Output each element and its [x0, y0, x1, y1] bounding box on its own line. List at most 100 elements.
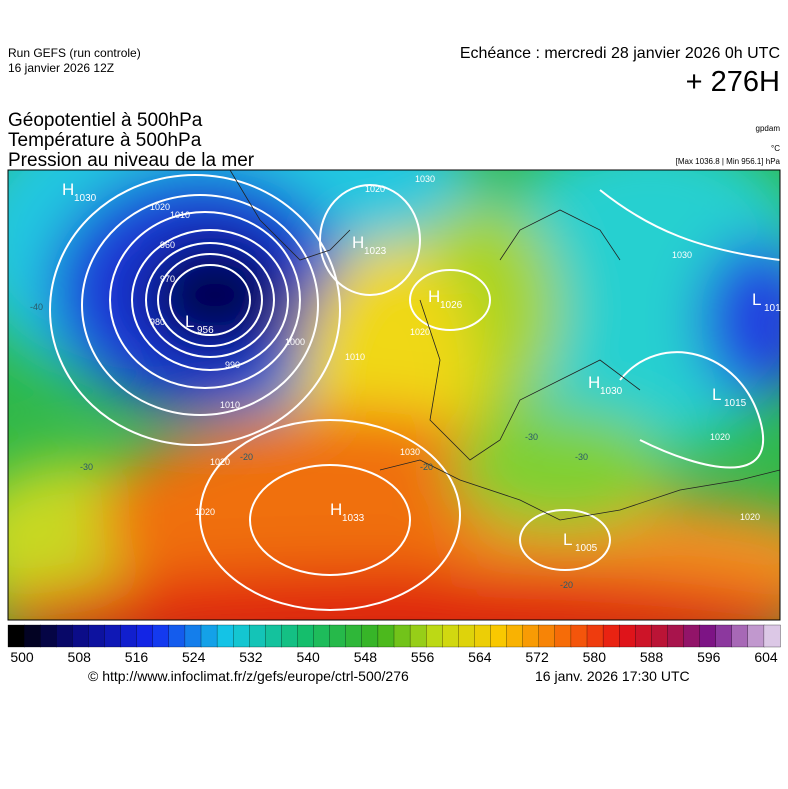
colorbar-label: 516 — [125, 649, 149, 665]
center-value: 1023 — [364, 246, 387, 257]
colorbar-swatch — [763, 624, 781, 648]
colorbar-label: 588 — [640, 649, 664, 665]
colorbar-swatch — [554, 624, 572, 648]
colorbar-swatch — [699, 624, 717, 648]
isobar-label: 1020 — [365, 184, 385, 194]
center-value: 1005 — [575, 543, 598, 554]
center-letter: L — [563, 530, 572, 549]
unit: [Max 1036.8 | Min 956.1] hPa — [675, 157, 780, 166]
colorbar-label: 500 — [10, 649, 34, 665]
colorbar-swatch — [168, 624, 186, 648]
colorbar-swatch — [619, 624, 636, 648]
colorbar-swatch — [313, 624, 331, 648]
colorbar-label: 556 — [411, 649, 435, 665]
isobar-label: 1020 — [210, 457, 230, 467]
center-value: 956 — [197, 325, 214, 336]
center-value: 101 — [764, 303, 781, 314]
center-letter: H — [428, 287, 440, 306]
colorbar-swatch — [281, 624, 299, 648]
colorbar-swatch — [490, 624, 508, 648]
colorbar-swatch — [233, 624, 250, 648]
isobar-label: 1010 — [170, 210, 190, 220]
colorbar-swatch — [200, 624, 218, 648]
render-time: 16 janv. 2026 17:30 UTC — [535, 668, 690, 684]
temperature-label: -30 — [575, 452, 588, 462]
colorbar-swatch — [426, 624, 443, 648]
center-letter: H — [62, 180, 74, 199]
colorbar-swatch — [72, 624, 90, 648]
colorbar-swatch — [522, 624, 540, 648]
unit: °C — [771, 144, 780, 153]
center-value: 1030 — [74, 193, 97, 204]
title-line: Géopotentiel à 500hPa — [8, 110, 203, 131]
center-value: 1033 — [342, 513, 365, 524]
colorbar-swatch — [104, 624, 122, 648]
colorbar-swatch — [152, 624, 170, 648]
colorbar-swatch — [393, 624, 411, 648]
colorbar-swatch — [683, 624, 701, 648]
map-frame — [7, 169, 781, 621]
temperature-label: -20 — [240, 452, 253, 462]
temperature-label: -20 — [560, 580, 573, 590]
colorbar-swatch — [265, 624, 283, 648]
isobar-label: 980 — [150, 317, 165, 327]
forecast-time: Echéance : mercredi 28 janvier 2026 0h U… — [459, 45, 780, 62]
colorbar-swatch — [184, 624, 202, 648]
temperature-label: -20 — [420, 462, 433, 472]
isobar-label: 960 — [160, 240, 175, 250]
run-name: Run GEFS (run controle) — [8, 46, 141, 60]
colorbar-label: 604 — [754, 649, 778, 665]
colorbar-label: 572 — [525, 649, 549, 665]
colorbar-swatch — [731, 624, 749, 648]
center-letter: H — [588, 373, 600, 392]
colorbar-label: 548 — [354, 649, 378, 665]
field — [8, 170, 780, 620]
colorbar-swatch — [345, 624, 363, 648]
isobar-label: 970 — [160, 274, 175, 284]
isobar-label: 1000 — [285, 337, 305, 347]
center-letter: L — [752, 290, 761, 309]
colorbar-swatch — [7, 624, 25, 648]
colorbar-swatch — [409, 624, 427, 648]
isobar-label: 1030 — [400, 447, 420, 457]
source-url: © http://www.infoclimat.fr/z/gefs/europe… — [88, 668, 409, 684]
isobar-label: 1020 — [710, 432, 730, 442]
colorbar-swatch — [136, 624, 154, 648]
isobar-label: 1020 — [740, 512, 760, 522]
colorbar-label: 564 — [468, 649, 492, 665]
colorbar-swatch — [538, 624, 556, 648]
colorbar-label: 596 — [697, 649, 721, 665]
forecast-offset: + 276H — [685, 66, 780, 98]
center-letter: L — [185, 312, 194, 331]
temperature-label: -40 — [30, 302, 43, 312]
isobar-label: 1030 — [415, 174, 435, 184]
temperature-label: -30 — [80, 462, 93, 472]
colorbar-swatch — [602, 624, 620, 648]
isobars — [49, 174, 780, 611]
colorbar-swatch — [120, 624, 138, 648]
colorbar-label: 524 — [182, 649, 206, 665]
colorbar-swatch — [216, 624, 234, 648]
colorbar-label: 532 — [239, 649, 263, 665]
colorbar-swatch — [88, 624, 106, 648]
center-value: 1030 — [600, 386, 623, 397]
title-line: Température à 500hPa — [8, 130, 202, 151]
colorbar-label: 508 — [68, 649, 92, 665]
colorbar-swatch — [297, 624, 315, 648]
colorbar-label: 540 — [296, 649, 320, 665]
isobar-label: 1010 — [220, 400, 240, 410]
colorbar-swatch — [586, 624, 604, 648]
colorbar-swatch — [361, 624, 379, 648]
isobar-label: 1020 — [150, 202, 170, 212]
colorbar-swatch — [747, 624, 765, 648]
isobar-label: 1020 — [195, 507, 215, 517]
colorbar-swatch — [635, 624, 652, 648]
colorbar-swatch — [56, 624, 73, 648]
colorbar-swatch — [442, 624, 459, 648]
isobar-label: 1030 — [672, 250, 692, 260]
colorbar-swatch — [23, 624, 41, 648]
center-value: 1015 — [724, 398, 747, 409]
colorbar-swatch — [651, 624, 669, 648]
